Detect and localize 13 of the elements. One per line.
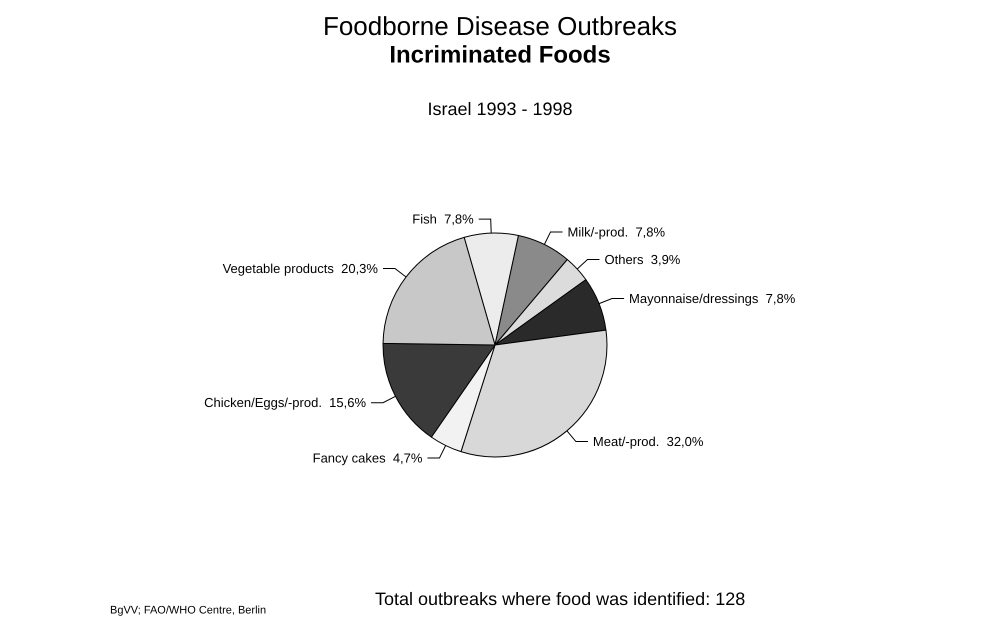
- text: Israel 1993 - 1998: [427, 99, 573, 119]
- text: Total outbreaks where food was identified: 128: [375, 589, 746, 609]
- slice-label: Others 3,9%: [604, 252, 681, 267]
- slice-label: Milk/-prod. 7,8%: [568, 224, 666, 240]
- chart-title: Foodborne Disease Outbreaks: [322, 11, 678, 41]
- slice-label: Chicken/Eggs/-prod. 15,6%: [204, 395, 366, 410]
- chart-subtitle: Incriminated Foods: [389, 42, 611, 68]
- slice-label: Meat/-prod. 32,0%: [592, 434, 704, 450]
- slice-label: Vegetable products 20,3%: [222, 260, 378, 276]
- text: BgVV; FAO/WHO Centre, Berlin: [110, 604, 266, 616]
- slice-label: Fish 7,8%: [412, 212, 474, 227]
- slice-label: Fancy cakes 4,7%: [312, 450, 423, 466]
- slice-label: Mayonnaise/dressings 7,8%: [629, 290, 796, 306]
